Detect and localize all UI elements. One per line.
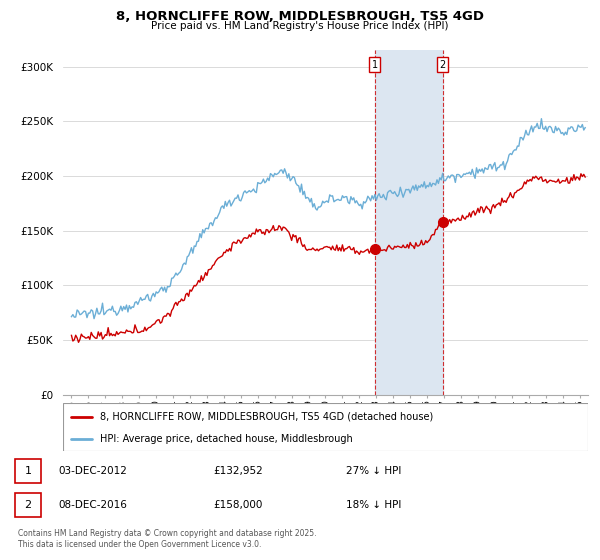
Text: 18% ↓ HPI: 18% ↓ HPI	[346, 500, 401, 510]
Text: 1: 1	[25, 466, 31, 476]
Text: Price paid vs. HM Land Registry's House Price Index (HPI): Price paid vs. HM Land Registry's House …	[151, 21, 449, 31]
Text: 2: 2	[24, 500, 31, 510]
Bar	[375, 50, 443, 395]
Text: Contains HM Land Registry data © Crown copyright and database right 2025.
This d: Contains HM Land Registry data © Crown c…	[18, 529, 317, 549]
Text: £132,952: £132,952	[214, 466, 263, 476]
Text: 03-DEC-2012: 03-DEC-2012	[58, 466, 127, 476]
Text: 27% ↓ HPI: 27% ↓ HPI	[346, 466, 401, 476]
Text: 08-DEC-2016: 08-DEC-2016	[58, 500, 127, 510]
Text: 2: 2	[440, 59, 446, 69]
Text: 1: 1	[372, 59, 378, 69]
Text: HPI: Average price, detached house, Middlesbrough: HPI: Average price, detached house, Midd…	[100, 434, 353, 444]
Text: 8, HORNCLIFFE ROW, MIDDLESBROUGH, TS5 4GD: 8, HORNCLIFFE ROW, MIDDLESBROUGH, TS5 4G…	[116, 10, 484, 23]
Text: 8, HORNCLIFFE ROW, MIDDLESBROUGH, TS5 4GD (detached house): 8, HORNCLIFFE ROW, MIDDLESBROUGH, TS5 4G…	[100, 412, 433, 422]
Bar	[15, 493, 41, 517]
Text: £158,000: £158,000	[214, 500, 263, 510]
Bar	[15, 459, 41, 483]
